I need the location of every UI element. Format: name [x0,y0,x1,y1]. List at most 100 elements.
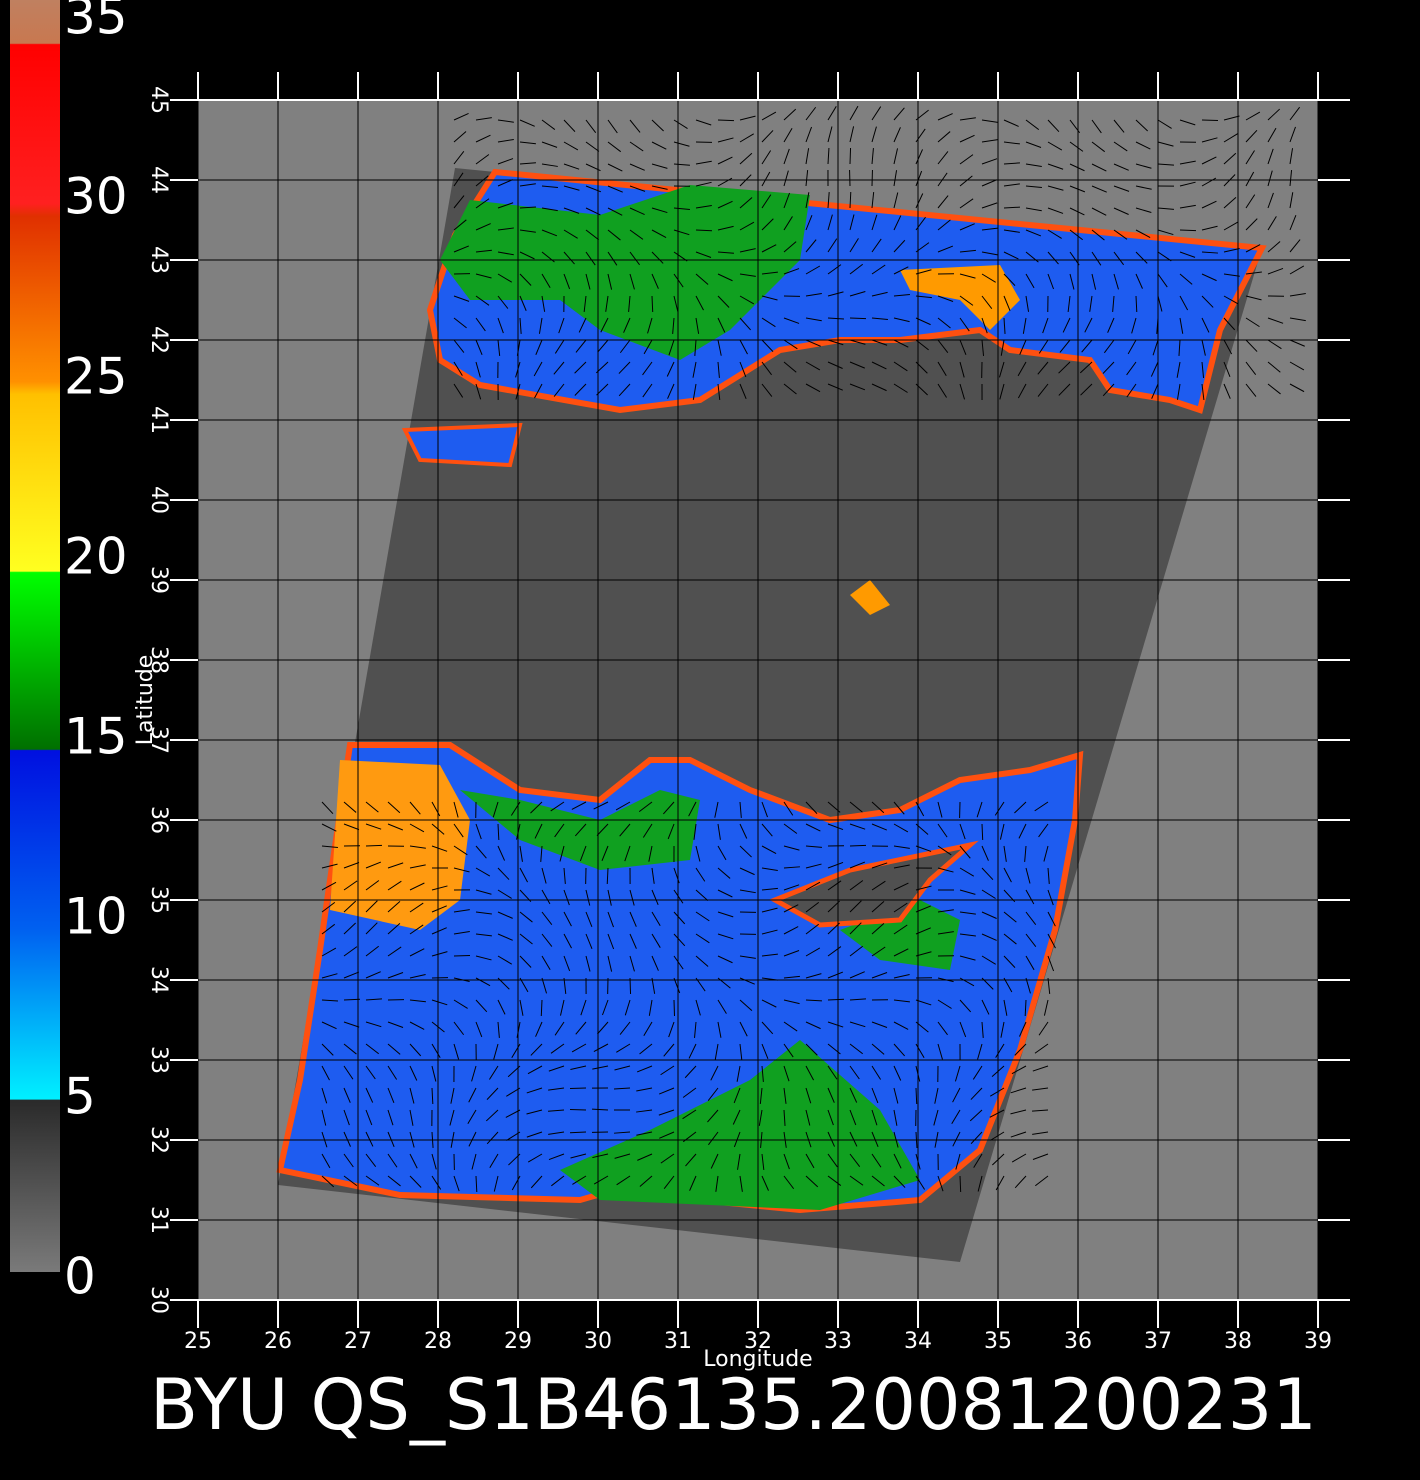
wind-barb [541,955,551,971]
wind-barb [629,889,635,906]
wind-barb [1201,383,1205,400]
wind-barb [739,295,755,305]
wind-barb [519,867,528,883]
wind-barb [849,126,855,143]
wind-barb [1201,273,1217,282]
wind-barb [1058,361,1071,374]
wind-barb [1135,141,1151,150]
wind-barb [871,264,886,275]
wind-barb [1047,867,1050,884]
wind-barb [1047,185,1064,191]
wind-barb [783,904,799,913]
wind-barb [321,901,336,913]
wind-barb [1267,127,1277,143]
colorbar-tick-label: 15 [64,708,128,766]
wind-barb [849,801,863,813]
y-axis-label: Latitude [133,655,158,746]
wind-barb [717,339,722,356]
wind-barb [805,1109,811,1126]
wind-barb [1011,1153,1027,1163]
wind-barb [1245,150,1255,165]
wind-barb [1003,273,1016,286]
wind-barb [827,1065,838,1080]
wind-barb [871,148,874,165]
wind-barb [321,863,338,869]
wind-barb [959,383,966,400]
wind-barb [534,823,543,839]
wind-barb [585,933,593,950]
wind-barb [1135,207,1152,213]
wind-barb [1223,383,1231,399]
wind-barb [1289,265,1305,275]
wind-barb [651,185,668,190]
wind-barb [467,1109,477,1125]
wind-barb [1127,339,1137,355]
wind-barb [827,192,830,209]
wind-barb [1201,137,1218,143]
wind-barb [1245,244,1261,253]
wind-barb [475,1175,478,1193]
wind-barb [1003,119,1019,127]
y-tick-label: 43 [146,246,171,274]
wind-barb [365,1021,382,1028]
wind-barb [585,251,596,266]
wind-barb [1069,229,1083,241]
wind-barb [387,1153,398,1168]
wind-barb [933,1109,939,1126]
wind-barb [849,383,866,391]
wind-barb [475,223,491,231]
wind-barb [614,1131,631,1134]
wind-barb [511,1175,521,1191]
wind-barb [453,823,464,838]
wind-barb [937,801,943,818]
wind-barb [1025,955,1035,971]
wind-barb [431,1087,434,1105]
wind-barb [849,339,866,345]
wind-barb [607,955,613,972]
wind-barb [1003,229,1020,233]
wind-barb [453,131,467,143]
wind-barb [695,251,712,258]
wind-barb [673,119,688,129]
wind-barb [761,171,771,187]
wind-barb [761,929,778,935]
wind-barb [636,1131,653,1136]
wind-barb [578,317,587,333]
wind-barb [616,1175,631,1186]
wind-barb [959,823,966,840]
wind-barb [959,117,976,121]
wind-barb [959,175,973,187]
wind-barb [827,1109,834,1126]
wind-barb [526,1087,543,1094]
wind-barb [666,361,675,377]
wind-barb [761,317,776,328]
wind-barb [493,1175,499,1192]
wind-barb [739,1043,743,1060]
x-tick-label: 39 [1304,1329,1332,1354]
wind-barb [1179,160,1196,165]
wind-barb [871,922,885,935]
wind-barb [783,926,799,935]
wind-barb [783,108,797,121]
wind-barb [387,972,404,979]
wind-barb [1113,141,1128,152]
wind-barb [871,126,877,143]
wind-barb [849,1175,864,1186]
wind-barb [893,1065,902,1081]
wind-barb [849,998,866,1001]
wind-barb [959,911,976,915]
wind-barb [827,861,844,869]
wind-barb [563,251,575,265]
wind-barb [365,1153,377,1168]
wind-barb [486,1087,499,1100]
colorbar-tick-label: 30 [64,168,128,226]
wind-barb [475,911,492,915]
wind-barb [849,1153,861,1168]
wind-barb [579,845,587,862]
wind-barb [607,185,623,193]
wind-barb [1223,197,1237,209]
wind-barb [387,946,402,957]
wind-barb [659,1087,675,1095]
wind-barb [1201,361,1205,378]
